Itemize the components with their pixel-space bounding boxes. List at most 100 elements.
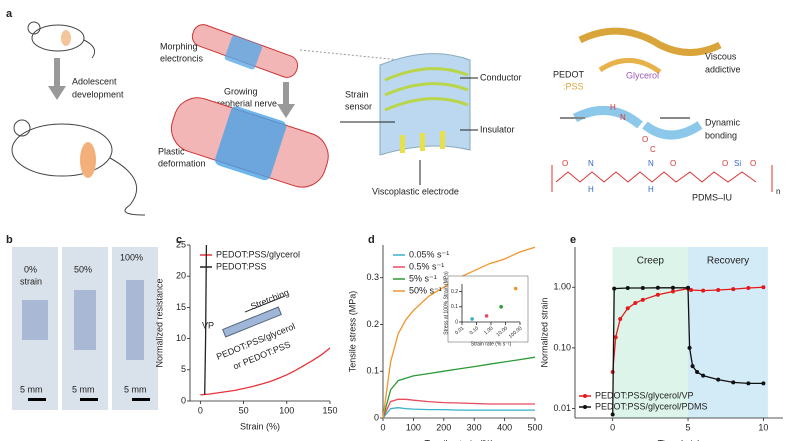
- panel-label: a: [6, 8, 13, 20]
- x-tick-label: 100: [406, 422, 421, 432]
- panel-label: c: [176, 234, 182, 246]
- inset-frame: [447, 275, 529, 343]
- device: [215, 106, 287, 181]
- atom: Si: [734, 159, 741, 168]
- label: :PSS: [563, 81, 584, 91]
- label: prepherial nerve: [212, 98, 277, 108]
- label: Strain: [345, 89, 369, 99]
- x-tick-label: 500: [527, 422, 542, 432]
- x-tick-label: 150: [322, 405, 337, 415]
- nerve-large: [171, 97, 329, 188]
- legend-label: 5% s⁻¹: [409, 273, 437, 283]
- marker: [670, 289, 675, 294]
- pedot-chain: [578, 27, 722, 56]
- x-axis-label: Tensile strain (%): [424, 438, 493, 441]
- marker: [640, 297, 645, 302]
- x-tick-label: 0: [380, 422, 385, 432]
- marker: [701, 288, 706, 293]
- leg: [80, 142, 96, 178]
- atom: O: [562, 159, 568, 168]
- atom: H: [610, 103, 616, 112]
- y-tick-label: 0.2: [451, 289, 458, 295]
- sensor: [379, 53, 471, 156]
- series-line: [200, 347, 331, 396]
- strain-label: 50%: [74, 264, 92, 274]
- panel-label: e: [570, 234, 576, 246]
- arrow-head: [48, 86, 66, 100]
- point: [470, 317, 474, 321]
- marker: [613, 335, 618, 340]
- atom: N: [648, 159, 654, 168]
- ear: [13, 119, 31, 137]
- y-tick-label: 0.1: [451, 304, 458, 310]
- marker: [731, 380, 736, 385]
- photo: [112, 247, 158, 410]
- device: [126, 280, 144, 360]
- series-line: [382, 398, 535, 419]
- label: PDMS–IU: [692, 192, 732, 202]
- y-tick-label: 20: [176, 271, 186, 281]
- photo: [62, 247, 108, 410]
- device: [22, 300, 48, 340]
- atom: N: [620, 113, 626, 122]
- marker: [689, 287, 694, 292]
- device: [224, 35, 263, 70]
- x-tick-label: 100: [279, 405, 294, 415]
- scale-label: 5 mm: [124, 384, 147, 394]
- label: sensor: [345, 101, 372, 111]
- legend-marker: [583, 394, 587, 398]
- marker: [655, 292, 660, 297]
- photo: [12, 247, 58, 410]
- young-mouse: [27, 21, 96, 59]
- x-axis-label: Time (min): [658, 438, 701, 441]
- atom: O: [670, 159, 676, 168]
- y-tick-label: 0.1: [366, 366, 379, 376]
- label: Conductor: [480, 72, 522, 82]
- marker: [687, 345, 692, 350]
- x-tick-label: 400: [497, 422, 512, 432]
- legend-label: PEDOT:PSS/glycerol/VP: [595, 390, 694, 400]
- scale-label: 5 mm: [72, 384, 95, 394]
- marker: [746, 286, 751, 291]
- label: PEDOT: [553, 69, 585, 79]
- marker: [610, 412, 615, 417]
- label: Morphing: [160, 41, 198, 51]
- y-tick-label: 15: [176, 302, 186, 312]
- label: Dynamic: [705, 117, 741, 127]
- atom: C: [650, 145, 656, 154]
- label: bonding: [705, 130, 737, 140]
- y-tick-label: 10: [176, 333, 186, 343]
- marker: [701, 373, 706, 378]
- x-tick-label: 0.01: [454, 325, 465, 336]
- point: [484, 314, 489, 318]
- x-tick-label: 50: [239, 405, 249, 415]
- conductor-track: [384, 67, 469, 112]
- device: [74, 290, 96, 350]
- point: [499, 305, 503, 309]
- marker: [761, 285, 766, 290]
- label: Insulator: [480, 124, 515, 134]
- marker: [670, 285, 675, 290]
- x-axis-label: Strain rate (% s⁻¹): [471, 341, 512, 347]
- arrow-shaft: [54, 58, 60, 88]
- electrode: [400, 135, 405, 153]
- x-tick-label: 0: [198, 405, 203, 415]
- marker: [686, 285, 691, 290]
- marker: [695, 370, 700, 375]
- y-axis-label: Tensile stress (MPa): [347, 291, 357, 373]
- x-axis-label: Strain (%): [240, 421, 280, 431]
- label: Adolescent: [72, 76, 117, 86]
- x-tick-label: 0.10: [469, 325, 480, 336]
- label: electroncis: [160, 53, 204, 63]
- atom: N: [588, 159, 594, 168]
- label: Plastic: [158, 146, 185, 156]
- x-tick-label: 0: [610, 422, 615, 432]
- marker: [633, 300, 638, 305]
- atom: H: [588, 185, 594, 194]
- strain-label: strain: [20, 276, 42, 286]
- scale-bar: [132, 398, 150, 401]
- label: n: [776, 187, 780, 196]
- legend-label: PEDOT:PSS/glycerol: [216, 249, 300, 259]
